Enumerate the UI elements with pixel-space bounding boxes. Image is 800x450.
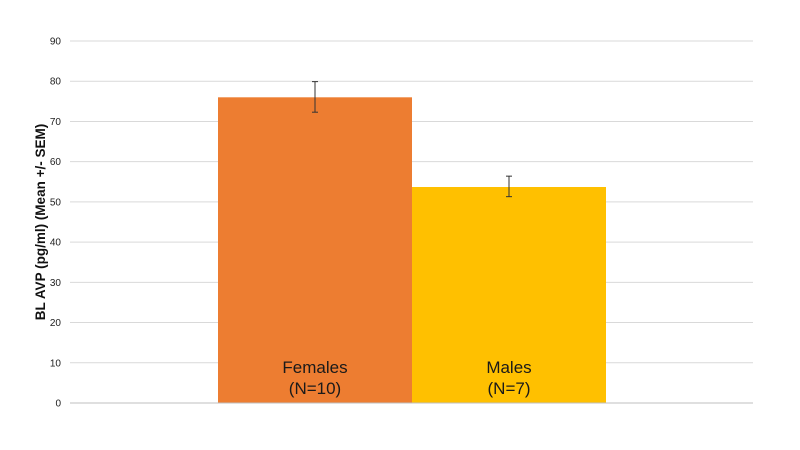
error-bars xyxy=(312,81,512,198)
category-label: Females xyxy=(282,358,347,377)
bar-females xyxy=(218,97,412,404)
y-tick-label: 50 xyxy=(50,197,62,208)
y-tick-label: 70 xyxy=(50,117,62,128)
bar-labels: Females (N=10) Males (N=7) xyxy=(282,358,531,398)
y-tick-label: 60 xyxy=(50,157,62,168)
y-tick-label: 90 xyxy=(50,37,62,48)
y-tick-label: 30 xyxy=(50,278,62,289)
y-tick-label: 40 xyxy=(50,238,62,249)
y-tick-label: 20 xyxy=(50,318,62,329)
y-tick-label: 80 xyxy=(50,77,62,88)
sample-size-label: (N=7) xyxy=(488,379,531,398)
bars xyxy=(218,97,606,404)
y-tick-labels: 0 10 20 30 40 50 60 70 80 90 xyxy=(50,37,62,410)
bar-males xyxy=(412,187,606,403)
sample-size-label: (N=10) xyxy=(289,379,341,398)
category-label: Males xyxy=(486,358,531,377)
y-axis-label: BL AVP (pg/ml) (Mean +/- SEM) xyxy=(33,124,48,320)
y-tick-label: 10 xyxy=(50,358,62,369)
y-tick-label: 0 xyxy=(55,399,61,410)
